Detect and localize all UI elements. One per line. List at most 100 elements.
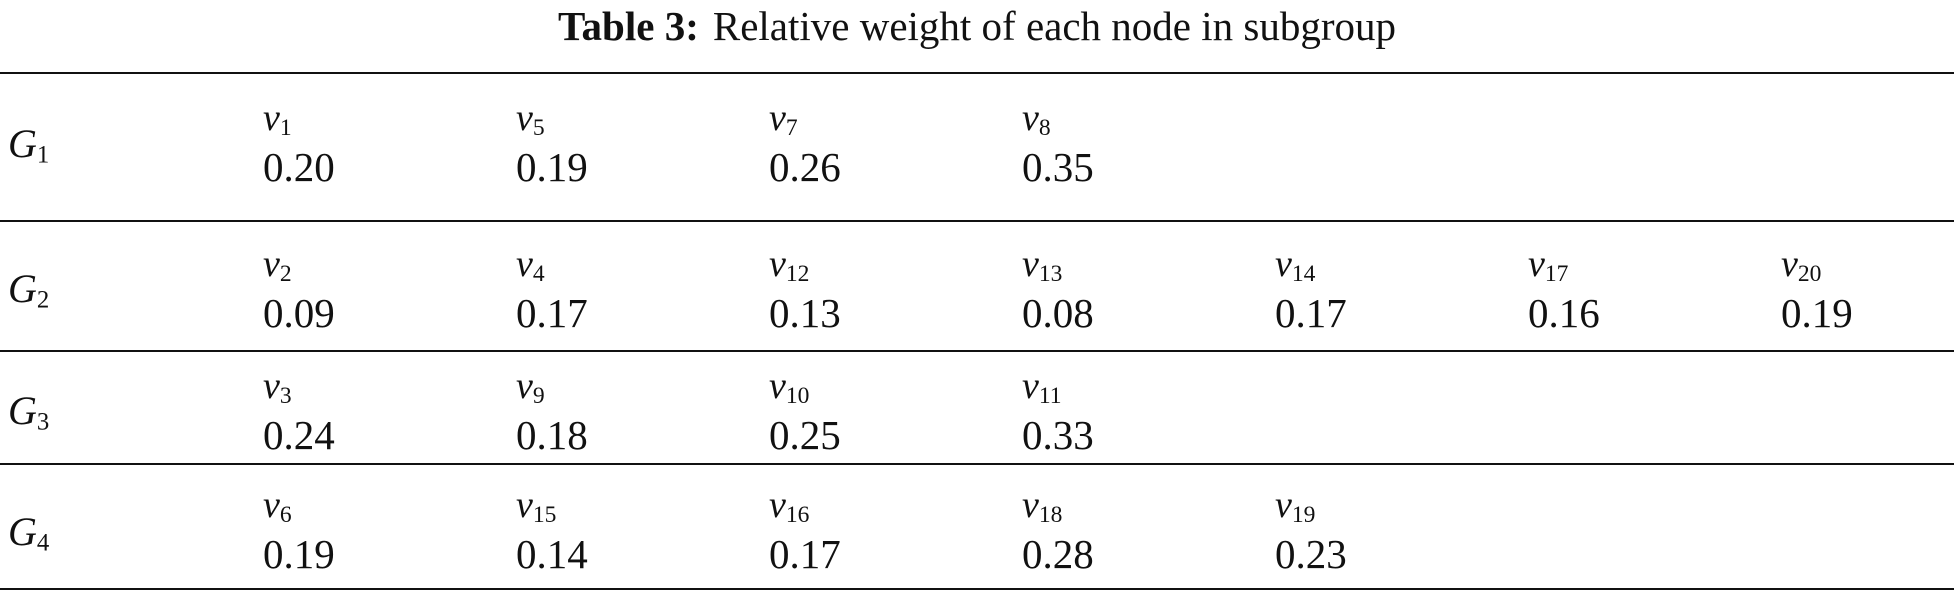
group-label: G3 — [8, 389, 50, 436]
node-weight: 0.17 — [1275, 290, 1347, 336]
table-cell: v17 0.16 — [1528, 244, 1768, 336]
node-label: v4 — [516, 243, 756, 288]
node-weight: 0.33 — [1022, 412, 1094, 458]
group-index: 3 — [36, 408, 50, 436]
group-symbol: G — [8, 266, 37, 311]
node-index: 7 — [785, 115, 798, 142]
node-label: v3 — [263, 365, 503, 410]
node-weight: 0.09 — [263, 290, 335, 336]
node-index: 14 — [1291, 261, 1316, 288]
node-label: v12 — [769, 244, 1009, 288]
node-weight: 0.17 — [516, 290, 588, 336]
node-weight: 0.18 — [516, 412, 588, 458]
node-index: 10 — [785, 383, 810, 410]
node-symbol: v — [1022, 365, 1039, 407]
table-cell: v15 0.14 — [516, 485, 756, 577]
table-cell: v6 0.19 — [263, 485, 503, 577]
node-label: v19 — [1275, 484, 1515, 529]
node-label: v14 — [1275, 243, 1515, 288]
node-label: v17 — [1528, 243, 1768, 288]
group-index: 4 — [36, 529, 50, 557]
table-cell: v16 0.17 — [769, 485, 1009, 577]
node-index: 20 — [1797, 261, 1822, 288]
node-symbol: v — [769, 365, 786, 407]
caption-text: Relative weight of each node in subgroup — [712, 3, 1397, 49]
node-weight: 0.19 — [263, 531, 335, 577]
node-weight: 0.08 — [1022, 290, 1094, 336]
node-label: v9 — [516, 365, 756, 410]
table-cell: v7 0.26 — [769, 98, 1009, 190]
table-cell: v10 0.25 — [769, 366, 1009, 458]
node-label: v7 — [769, 97, 1009, 142]
node-index: 16 — [785, 502, 810, 529]
row-divider — [0, 220, 1954, 222]
node-weight: 0.28 — [1022, 531, 1094, 577]
node-index: 3 — [279, 383, 292, 410]
node-index: 13 — [1038, 261, 1063, 288]
node-label: v18 — [1022, 485, 1262, 529]
node-symbol: v — [1275, 484, 1292, 526]
table-cell: v9 0.18 — [516, 366, 756, 458]
node-symbol: v — [516, 97, 533, 139]
node-symbol: v — [263, 365, 280, 407]
node-index: 9 — [532, 383, 545, 410]
top-rule — [0, 72, 1954, 74]
table-cell: v18 0.28 — [1022, 485, 1262, 577]
node-index: 11 — [1038, 383, 1062, 410]
table-cell: v19 0.23 — [1275, 485, 1515, 577]
node-label: v20 — [1781, 243, 1954, 288]
node-symbol: v — [1022, 243, 1039, 285]
node-index: 1 — [279, 115, 292, 142]
table-cell: v20 0.19 — [1781, 244, 1954, 336]
node-index: 18 — [1038, 502, 1063, 529]
node-symbol: v — [263, 243, 280, 285]
node-symbol: v — [769, 484, 786, 526]
node-index: 5 — [532, 115, 545, 142]
node-weight: 0.26 — [769, 144, 841, 190]
node-index: 17 — [1544, 261, 1569, 288]
node-label: v10 — [769, 365, 1009, 410]
node-weight: 0.16 — [1528, 290, 1600, 336]
table-cell: v11 0.33 — [1022, 366, 1262, 458]
node-weight: 0.19 — [1781, 290, 1853, 336]
table-cell: v3 0.24 — [263, 366, 503, 458]
node-label: v2 — [263, 243, 503, 288]
node-weight: 0.25 — [769, 412, 841, 458]
node-symbol: v — [1022, 97, 1039, 139]
node-label: v5 — [516, 97, 756, 142]
node-index: 19 — [1291, 502, 1316, 529]
node-symbol: v — [516, 365, 533, 407]
node-weight: 0.20 — [263, 144, 335, 190]
table-cell: v1 0.20 — [263, 98, 503, 190]
node-label: v15 — [516, 485, 756, 529]
group-label: G2 — [8, 266, 50, 314]
table-cell: v13 0.08 — [1022, 244, 1262, 336]
node-index: 15 — [532, 502, 557, 529]
node-weight: 0.19 — [516, 144, 588, 190]
node-index: 2 — [279, 261, 292, 288]
node-label: v16 — [769, 484, 1009, 529]
node-symbol: v — [516, 243, 533, 285]
row-divider — [0, 463, 1954, 465]
node-symbol: v — [1275, 243, 1292, 285]
node-symbol: v — [1781, 243, 1798, 285]
group-index: 1 — [36, 141, 50, 169]
node-weight: 0.35 — [1022, 144, 1094, 190]
node-weight: 0.23 — [1275, 531, 1347, 577]
group-index: 2 — [36, 286, 50, 314]
node-index: 6 — [279, 502, 292, 529]
node-weight: 0.13 — [769, 290, 841, 336]
node-label: v13 — [1022, 243, 1262, 288]
node-symbol: v — [769, 97, 786, 139]
table-cell: v5 0.19 — [516, 98, 756, 190]
group-label: G4 — [8, 509, 50, 557]
group-label: G1 — [8, 122, 50, 169]
node-label: v1 — [263, 98, 503, 142]
node-weight: 0.17 — [769, 531, 841, 577]
node-index: 12 — [785, 261, 810, 288]
group-symbol: G — [8, 509, 37, 554]
table-cell: v4 0.17 — [516, 244, 756, 336]
node-index: 4 — [532, 261, 545, 288]
node-symbol: v — [1528, 243, 1545, 285]
node-label: v11 — [1022, 365, 1262, 410]
